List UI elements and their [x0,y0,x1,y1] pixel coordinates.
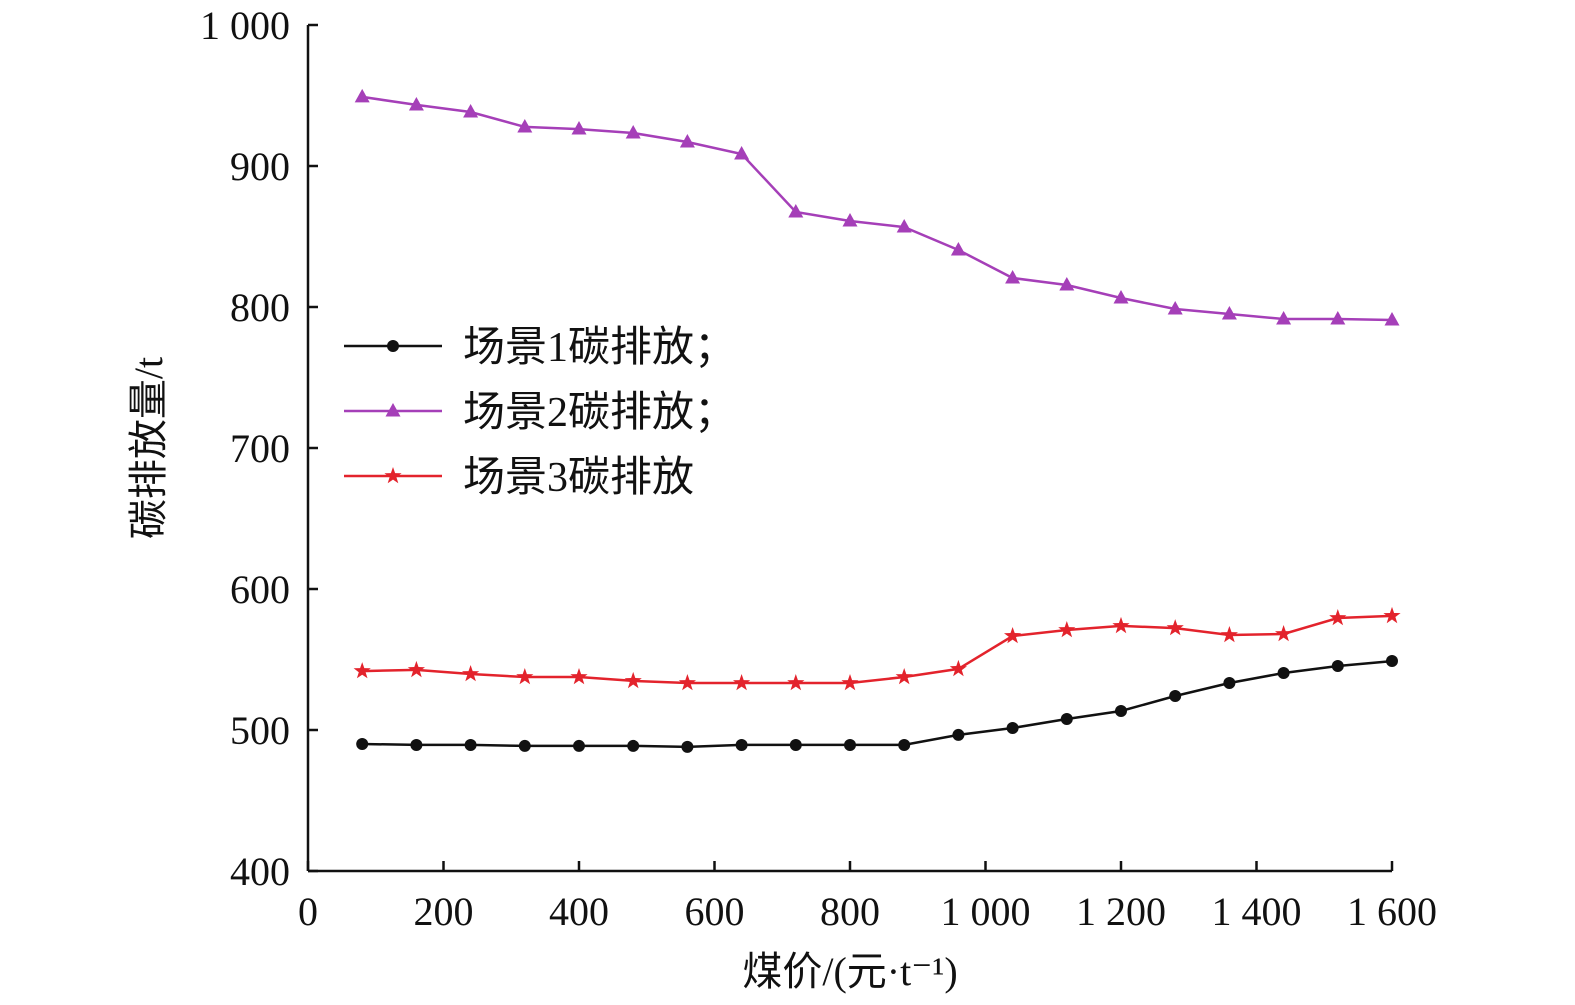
data-point-triangle [1221,306,1237,320]
series-line [362,614,1393,685]
y-tick-label: 600 [230,567,290,612]
axes: 0 200 400 600 800 1 000 1 200 1 400 1 600 400 500 6… [200,3,1437,934]
x-tick-label: 0 [298,889,318,934]
data-point-circle [735,738,748,751]
series-2 [354,88,1400,326]
series-1 [356,655,1398,753]
x-tick-label: 400 [549,889,609,934]
legend-label: 场景1碳排放； [463,325,736,371]
data-point-star [1383,606,1401,624]
data-point-circle [952,728,965,741]
data-point-triangle [1005,269,1021,284]
data-point-triangle [1330,310,1346,325]
data-point-triangle [1167,300,1183,315]
data-point-triangle [679,134,695,148]
y-tick-label: 1 000 [200,3,290,48]
data-point-star [516,668,534,685]
data-point-star [1329,609,1347,626]
x-tick-label: 600 [685,889,745,934]
legend-item-1: 场景1碳排放； [344,325,736,371]
y-tick-label: 800 [230,285,290,330]
data-point-circle [789,738,802,751]
data-point-triangle [1276,310,1292,325]
legend: 场景1碳排放； 场景2碳排放； 场景3碳排放 [344,325,736,501]
data-point-circle [627,739,640,752]
data-point-circle [681,740,694,753]
data-point-circle [1115,704,1127,717]
data-point-triangle [463,103,479,118]
data-point-star [787,674,805,691]
data-point-star [733,674,751,691]
data-point-circle [844,738,856,751]
data-point-triangle [788,203,804,218]
data-point-star [678,674,696,691]
data-point-triangle [408,96,424,111]
data-point-triangle [950,242,966,256]
data-point-star [841,674,859,691]
data-point-star [949,659,967,677]
data-point-star [353,662,371,679]
x-tick-label: 1 200 [1076,889,1166,934]
data-point-star [624,671,642,689]
data-point-triangle [354,88,370,103]
data-point-triangle [517,118,533,133]
x-tick-label: 1 000 [941,889,1031,934]
data-point-circle [1060,713,1073,726]
y-tick-label: 900 [230,144,290,189]
x-tick-label: 200 [414,889,474,934]
data-point-star [570,668,588,685]
data-point-star [1220,626,1238,643]
data-point-triangle [842,212,858,227]
legend-label: 场景2碳排放； [463,390,736,436]
data-point-triangle [1059,277,1075,291]
y-tick-label: 400 [230,849,290,894]
data-point-circle [1223,677,1236,690]
data-point-star [407,660,425,678]
data-point-circle [410,738,423,751]
data-point-star [1058,621,1076,638]
data-point-triangle [896,219,912,233]
data-point-circle [1169,690,1182,703]
legend-label: 场景3碳排放 [463,455,694,501]
series-3 [353,606,1401,691]
data-point-circle [356,737,369,750]
x-tick-label: 800 [820,889,880,934]
data-point-circle [1277,667,1290,680]
legend-item-3: 场景3碳排放 [344,455,694,501]
data-point-star [384,467,402,484]
legend-item-2: 场景2碳排放； [344,390,736,436]
x-axis-label: 煤价/(元·t⁻¹) [742,949,957,994]
y-tick-label: 700 [230,426,290,471]
data-point-triangle [625,125,641,139]
data-point-circle [387,340,399,352]
data-point-star [1004,627,1022,644]
y-tick-label: 500 [230,708,290,753]
data-point-star [1275,625,1293,642]
series-line [362,659,1393,749]
data-point-triangle [385,403,401,417]
data-point-triangle [571,121,587,135]
series-group [353,88,1401,753]
series-line [362,95,1393,322]
data-point-star [1166,619,1184,636]
data-point-circle [898,738,911,751]
data-point-circle [1006,722,1019,735]
data-point-triangle [1384,311,1400,326]
data-point-circle [1331,659,1344,672]
data-point-star [895,668,913,685]
data-point-triangle [1113,289,1129,304]
data-point-circle [573,739,585,752]
data-point-star [462,665,480,682]
y-axis-label: 碳排放量/t [126,357,171,539]
data-point-circle [464,738,477,751]
x-tick-label: 1 400 [1212,889,1302,934]
data-point-circle [1386,655,1398,668]
x-tick-label: 1 600 [1347,889,1437,934]
data-point-star [1112,616,1130,634]
data-point-circle [518,739,531,752]
data-point-triangle [734,146,750,160]
